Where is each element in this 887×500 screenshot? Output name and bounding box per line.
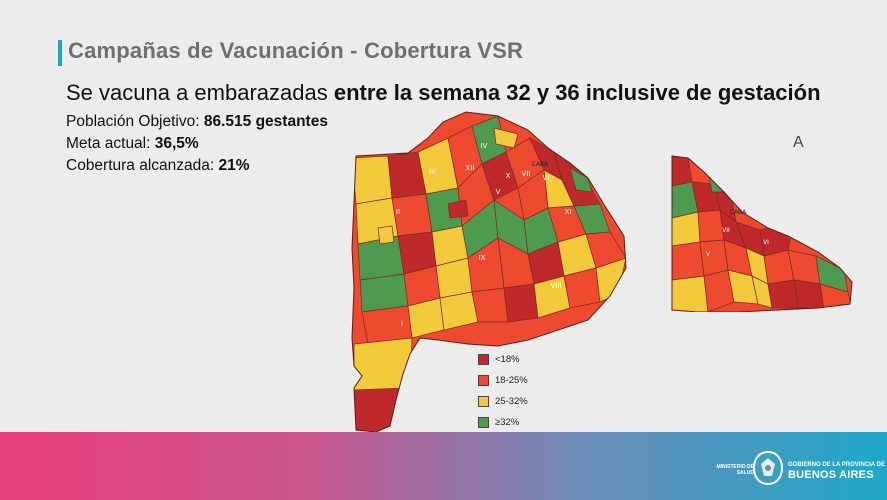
legend-label: <18% (495, 354, 520, 365)
stat-coverage-reached: Cobertura alcanzada: 21% (66, 155, 328, 177)
stat-value: 86.515 gestantes (203, 113, 328, 130)
inset-region-label: VII (722, 227, 730, 234)
legend-swatch (478, 417, 489, 428)
headline-bold: entre la semana 32 y 36 inclusive de ges… (333, 80, 821, 105)
inset-caba-label: CABA (730, 209, 747, 216)
legend-label: ≥32% (495, 417, 520, 428)
caba-label: CABA (532, 161, 549, 168)
legend-item: <18% (478, 349, 528, 370)
inset-map: CABA VII V VI (671, 155, 853, 312)
footer-band (0, 432, 887, 500)
title-accent-bar (58, 40, 62, 66)
region-label: V (496, 188, 501, 196)
inset-region-label: VI (763, 239, 769, 246)
region-label: I (401, 320, 403, 328)
ministry-label: MINISTERIO DE SALUD (716, 464, 754, 476)
legend-item: 18-25% (478, 370, 528, 391)
north-arrow-icon: A (793, 134, 804, 151)
legend-swatch (478, 375, 489, 386)
legend-item: ≥32% (478, 412, 528, 433)
stat-current-goal: Meta actual: 36,5% (66, 133, 328, 155)
gov-name: BUENOS AIRES (788, 469, 874, 481)
region-label: VII (522, 170, 531, 178)
stat-value: 21% (218, 157, 250, 174)
region-label: VI (543, 174, 550, 182)
gov-subtitle: GOBIERNO DE LA PROVINCIA DE (788, 462, 885, 468)
province-seal-icon (752, 450, 784, 486)
legend-swatch (478, 354, 489, 365)
headline-normal: Se vacuna a embarazadas (66, 80, 334, 105)
region-label: VIII (551, 282, 562, 290)
province-coverage-map: IV XII III II X XI I IX VI VII V VIII CA… (351, 111, 627, 432)
legend-label: 25-32% (495, 396, 528, 407)
stat-target-population: Población Objetivo: 86.515 gestantes (66, 111, 328, 133)
legend-item: 25-32% (478, 391, 528, 412)
stat-label: Población Objetivo: (66, 113, 204, 130)
legend-label: 18-25% (495, 375, 528, 386)
slide: Campañas de Vacunación - Cobertura VSR S… (58, 38, 853, 433)
region-label: II (396, 208, 400, 216)
stat-value: 36,5% (154, 135, 199, 152)
region-label: III (429, 168, 435, 176)
stat-label: Cobertura alcanzada: (66, 157, 219, 174)
headline: Se vacuna a embarazadas entre la semana … (66, 80, 821, 106)
region-label: XI (565, 208, 572, 216)
inset-region-label: V (706, 251, 711, 258)
map-legend: <18% 18-25% 25-32% ≥32% (478, 349, 528, 433)
region-label: XII (466, 164, 475, 172)
legend-swatch (478, 396, 489, 407)
stat-label: Meta actual: (66, 135, 155, 152)
stats-block: Población Objetivo: 86.515 gestantes Met… (66, 111, 328, 177)
region-label: IV (481, 142, 488, 150)
region-label: X (506, 172, 511, 180)
region-label: IX (479, 254, 486, 262)
slide-title: Campañas de Vacunación - Cobertura VSR (68, 38, 524, 63)
